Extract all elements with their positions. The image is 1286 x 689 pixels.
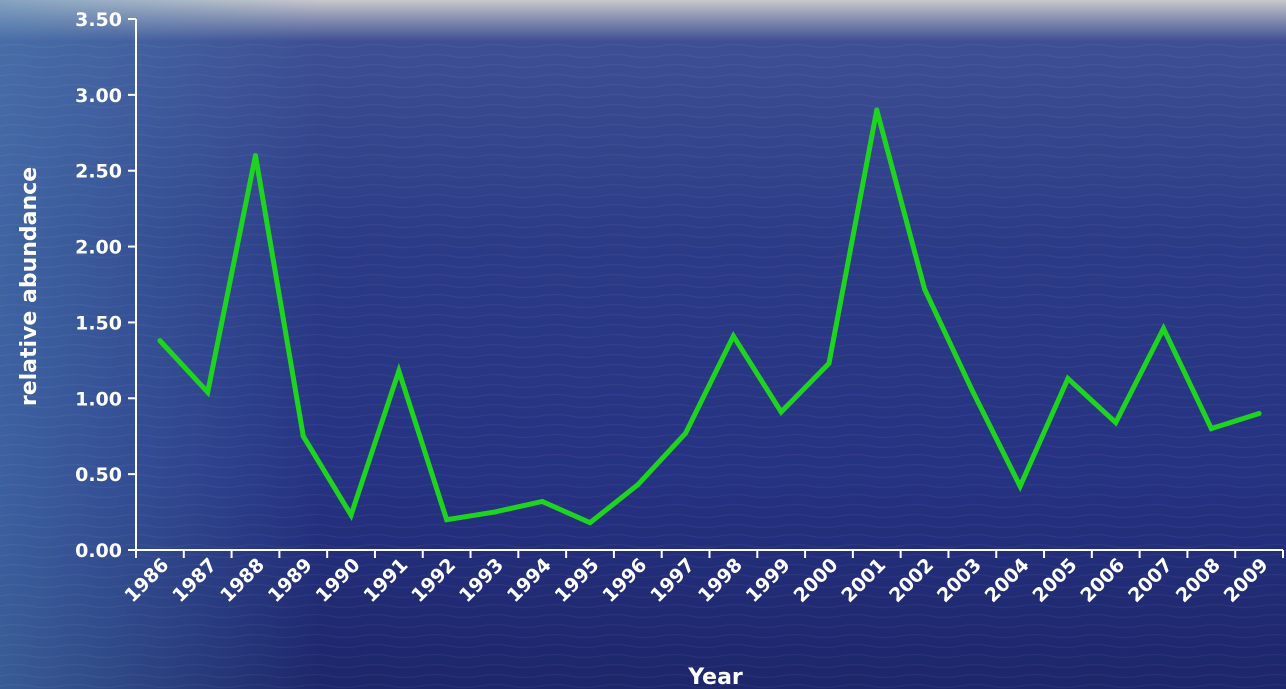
data-point — [1208, 426, 1214, 432]
axes — [128, 18, 1284, 558]
data-point — [874, 107, 880, 113]
y-tick-label: 0.50 — [75, 464, 122, 486]
data-point — [300, 433, 306, 439]
data-point — [730, 333, 736, 339]
y-tick-label: 1.50 — [75, 312, 122, 334]
data-point — [683, 430, 689, 436]
data-point — [969, 388, 975, 394]
data-point — [1256, 410, 1262, 416]
plot-area — [157, 107, 1262, 526]
y-tick-label: 2.00 — [75, 237, 122, 259]
data-point — [252, 153, 258, 159]
data-point — [1065, 376, 1071, 382]
data-point — [491, 509, 497, 515]
data-point — [348, 512, 354, 518]
y-tick-label: 3.50 — [75, 9, 122, 31]
data-point — [635, 482, 641, 488]
data-point — [157, 338, 163, 344]
data-point — [1017, 483, 1023, 489]
data-point — [1161, 325, 1167, 331]
data-point — [539, 498, 545, 504]
y-tick-label: 1.00 — [75, 388, 122, 410]
series-line — [158, 109, 1260, 526]
data-point — [826, 360, 832, 366]
data-point — [444, 517, 450, 523]
data-point — [205, 389, 211, 395]
data-point — [778, 409, 784, 415]
data-point — [587, 520, 593, 526]
y-axis-title: relative abundance — [17, 167, 42, 406]
data-point — [396, 368, 402, 374]
data-point — [1113, 420, 1119, 426]
y-tick-label: 2.50 — [75, 161, 122, 183]
data-point — [922, 286, 928, 292]
x-axis-title: Year — [687, 665, 743, 689]
y-tick-label: 3.00 — [75, 85, 122, 107]
y-tick-label: 0.00 — [75, 540, 122, 562]
